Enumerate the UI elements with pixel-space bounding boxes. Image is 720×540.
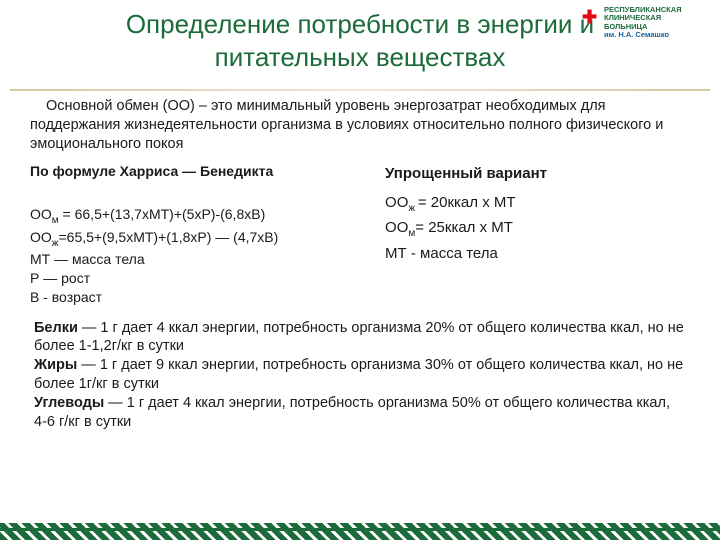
page-title: Определение потребности в энергии и пита…: [20, 8, 700, 73]
hb-v: В - возраст: [30, 288, 367, 307]
hb-r: Р — рост: [30, 269, 367, 288]
simpl-male: ООм= 25ккал x МТ: [385, 216, 690, 242]
hb-zh-rest: =65,5+(9,5xМТ)+(1,8xР) — (4,7xВ): [58, 229, 278, 245]
hb-zh-pref: ОО: [30, 229, 52, 245]
carbs-label: Углеводы: [34, 395, 104, 411]
proteins-text: — 1 г дает 4 ккал энергии, потребность о…: [34, 320, 684, 355]
hb-header: По формуле Харриса — Бенедикта: [30, 162, 367, 181]
cross-icon: ✚: [582, 8, 597, 28]
simpl-m-pref: ОО: [385, 219, 408, 236]
hb-spacer: [30, 186, 367, 205]
harris-benedict-column: По формуле Харриса — Бенедикта ООм = 66,…: [30, 162, 367, 307]
formulas-row: По формуле Харриса — Бенедикта ООм = 66,…: [30, 162, 690, 307]
ornament-footer: [0, 518, 720, 540]
intro-text: Основной обмен (ОО) – это минимальный ур…: [30, 97, 690, 154]
simpl-m-rest: = 25ккал x МТ: [415, 219, 513, 236]
simpl-zh-pref: ОО: [385, 194, 408, 211]
hb-mt: МТ — масса тела: [30, 250, 367, 269]
hb-male: ООм = 66,5+(13,7xМТ)+(5xР)-(6,8xВ): [30, 205, 367, 227]
simpl-zh-rest: = 20ккал x МТ: [418, 194, 516, 211]
simpl-mt: МТ - масса тела: [385, 242, 690, 265]
hb-m-rest: = 66,5+(13,7xМТ)+(5xР)-(6,8xВ): [59, 206, 266, 222]
fats-text: — 1 г дает 9 ккал энергии, потребность о…: [34, 357, 683, 392]
simplified-column: Упрощенный вариант ООж = 20ккал x МТ ООм…: [385, 162, 690, 307]
fats: Жиры — 1 г дает 9 ккал энергии, потребно…: [34, 356, 686, 394]
carbs: Углеводы — 1 г дает 4 ккал энергии, потр…: [34, 394, 686, 432]
simpl-header: Упрощенный вариант: [385, 162, 690, 185]
proteins-label: Белки: [34, 320, 78, 336]
logo-line-4: им. Н.А. Семашко: [604, 31, 682, 39]
macronutrients: Белки — 1 г дает 4 ккал энергии, потребн…: [30, 319, 690, 432]
simpl-zh-sub: ж: [408, 203, 417, 214]
simpl-female: ООж = 20ккал x МТ: [385, 191, 690, 217]
hb-female: ООж=65,5+(9,5xМТ)+(1,8xР) — (4,7xВ): [30, 228, 367, 250]
proteins: Белки — 1 г дает 4 ккал энергии, потребн…: [34, 319, 686, 357]
carbs-text: — 1 г дает 4 ккал энергии, потребность о…: [34, 395, 670, 430]
content: Основной обмен (ОО) – это минимальный ур…: [0, 97, 720, 432]
hb-m-pref: ОО: [30, 206, 52, 222]
divider: [10, 89, 710, 91]
hb-m-sub: м: [52, 215, 59, 226]
header: ✚ РЕСПУБЛИКАНСКАЯ КЛИНИЧЕСКАЯ БОЛЬНИЦА и…: [0, 0, 720, 89]
fats-label: Жиры: [34, 357, 77, 373]
